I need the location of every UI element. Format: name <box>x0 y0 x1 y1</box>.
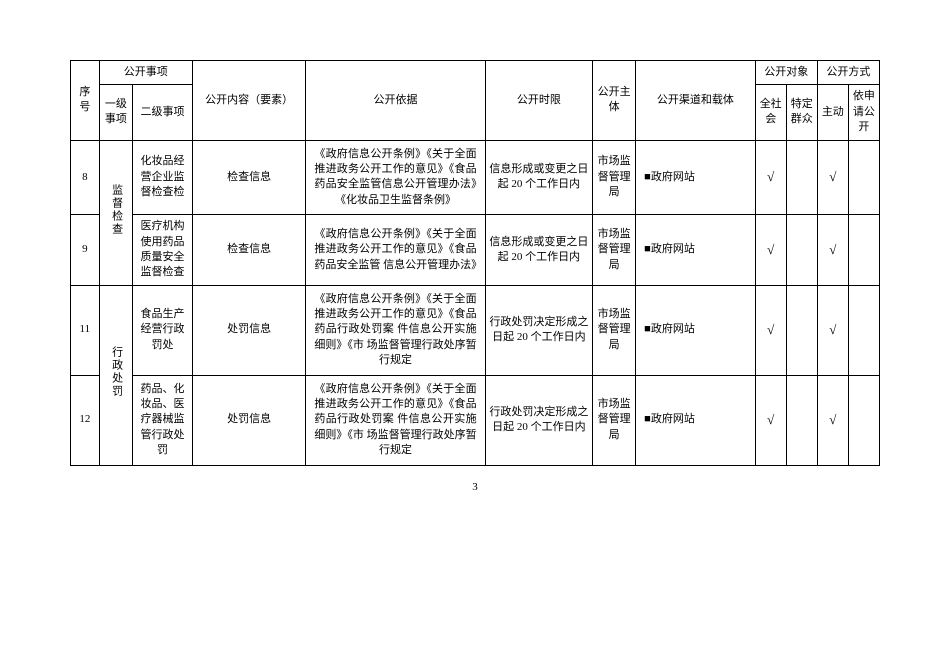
header-target-specific: 特定群众 <box>786 85 817 140</box>
table-row: 11 行政处罚 食品生产经营行政罚处 处罚信息 《政府信息公开条例》《关于全面推… <box>71 285 880 375</box>
header-method-request: 依申请公开 <box>848 85 879 140</box>
cell-subject: 市场监督管理局 <box>593 215 636 286</box>
cell-channel: ■政府网站 <box>636 285 755 375</box>
cell-lvl1: 行政处罚 <box>99 285 132 465</box>
cell-seq: 9 <box>71 215 100 286</box>
cell-lvl2: 食品生产经营行政罚处 <box>133 285 193 375</box>
cell-subject: 市场监督管理局 <box>593 375 636 465</box>
cell-specific <box>786 375 817 465</box>
cell-channel: ■政府网站 <box>636 140 755 215</box>
cell-content: 处罚信息 <box>192 285 306 375</box>
cell-content: 检查信息 <box>192 140 306 215</box>
header-matter: 公开事项 <box>99 61 192 85</box>
cell-subject: 市场监督管理局 <box>593 285 636 375</box>
cell-all: √ <box>755 140 786 215</box>
page-number: 3 <box>70 481 880 493</box>
table-row: 8 监督检查 化妆品经营企业监督检查检 检查信息 《政府信息公开条例》《关于全面… <box>71 140 880 215</box>
cell-subject: 市场监督管理局 <box>593 140 636 215</box>
cell-all: √ <box>755 375 786 465</box>
cell-specific <box>786 215 817 286</box>
cell-lvl2: 药品、化妆品、医疗器械监管行政处罚 <box>133 375 193 465</box>
cell-request <box>848 285 879 375</box>
cell-request <box>848 375 879 465</box>
cell-active: √ <box>817 215 848 286</box>
cell-time: 行政处罚决定形成之日起 20 个工作日内 <box>485 375 593 465</box>
header-lvl1: 一级事项 <box>99 85 132 140</box>
header-method-active: 主动 <box>817 85 848 140</box>
header-channel: 公开渠道和载体 <box>636 61 755 141</box>
cell-content: 处罚信息 <box>192 375 306 465</box>
cell-active: √ <box>817 375 848 465</box>
cell-specific <box>786 140 817 215</box>
header-content: 公开内容（要素） <box>192 61 306 141</box>
cell-all: √ <box>755 285 786 375</box>
cell-request <box>848 215 879 286</box>
cell-time: 信息形成或变更之日起 20 个工作日内 <box>485 140 593 215</box>
cell-time: 行政处罚决定形成之日起 20 个工作日内 <box>485 285 593 375</box>
cell-seq: 11 <box>71 285 100 375</box>
header-subject: 公开主体 <box>593 61 636 141</box>
header-seq: 序号 <box>71 61 100 141</box>
table-row: 9 医疗机构使用药品质量安全监督检查 检查信息 《政府信息公开条例》《关于全面推… <box>71 215 880 286</box>
cell-request <box>848 140 879 215</box>
cell-lvl2: 化妆品经营企业监督检查检 <box>133 140 193 215</box>
cell-channel: ■政府网站 <box>636 215 755 286</box>
cell-basis: 《政府信息公开条例》《关于全面推进政务公开工作的意见》《食品药品安全监管信息公开… <box>306 140 485 215</box>
header-basis: 公开依据 <box>306 61 485 141</box>
cell-seq: 8 <box>71 140 100 215</box>
cell-time: 信息形成或变更之日起 20 个工作日内 <box>485 215 593 286</box>
table-row: 12 药品、化妆品、医疗器械监管行政处罚 处罚信息 《政府信息公开条例》《关于全… <box>71 375 880 465</box>
cell-channel: ■政府网站 <box>636 375 755 465</box>
cell-lvl2: 医疗机构使用药品质量安全监督检查 <box>133 215 193 286</box>
header-target-all: 全社会 <box>755 85 786 140</box>
cell-all: √ <box>755 215 786 286</box>
cell-basis: 《政府信息公开条例》《关于全面推进政务公开工作的意见》《食品药品行政处罚案 件信… <box>306 285 485 375</box>
cell-seq: 12 <box>71 375 100 465</box>
cell-basis: 《政府信息公开条例》《关于全面推进政务公开工作的意见》《食品药品安全监管 信息公… <box>306 215 485 286</box>
cell-content: 检查信息 <box>192 215 306 286</box>
header-lvl2: 二级事项 <box>133 85 193 140</box>
cell-lvl1: 监督检查 <box>99 140 132 285</box>
cell-specific <box>786 285 817 375</box>
cell-active: √ <box>817 285 848 375</box>
header-time: 公开时限 <box>485 61 593 141</box>
cell-basis: 《政府信息公开条例》《关于全面推进政务公开工作的意见》《食品药品行政处罚案 件信… <box>306 375 485 465</box>
cell-active: √ <box>817 140 848 215</box>
header-method: 公开方式 <box>817 61 879 85</box>
header-target: 公开对象 <box>755 61 817 85</box>
disclosure-table: 序号 公开事项 公开内容（要素） 公开依据 公开时限 公开主体 公开渠道和载体 … <box>70 60 880 466</box>
header-row-1: 序号 公开事项 公开内容（要素） 公开依据 公开时限 公开主体 公开渠道和载体 … <box>71 61 880 85</box>
